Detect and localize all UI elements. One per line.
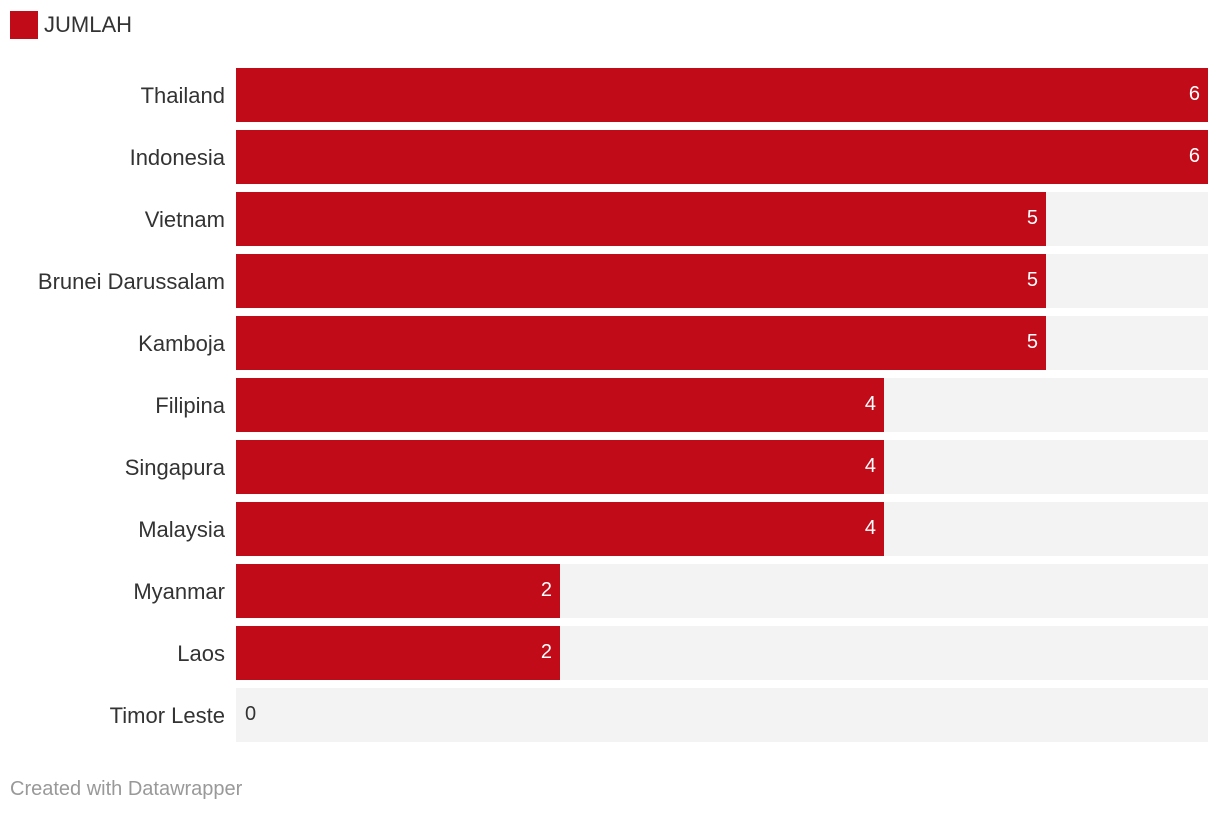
- category-label: Myanmar: [133, 579, 225, 604]
- bar: [236, 626, 560, 680]
- category-label: Thailand: [141, 83, 225, 108]
- value-label: 5: [1027, 331, 1038, 353]
- value-label: 4: [865, 455, 876, 477]
- value-label: 4: [865, 393, 876, 415]
- legend-swatch: [10, 11, 38, 39]
- value-label: 0: [245, 703, 256, 725]
- bar: [236, 564, 560, 618]
- value-label: 5: [1027, 207, 1038, 229]
- category-label: Brunei Darussalam: [38, 269, 225, 294]
- category-label: Indonesia: [130, 145, 226, 170]
- category-label: Timor Leste: [110, 703, 225, 728]
- category-label: Kamboja: [138, 331, 226, 356]
- bar: [236, 68, 1208, 122]
- value-label: 2: [541, 641, 552, 663]
- value-label: 5: [1027, 269, 1038, 291]
- bar: [236, 130, 1208, 184]
- category-label: Laos: [177, 641, 225, 666]
- value-label: 6: [1189, 145, 1200, 167]
- bar: [236, 192, 1046, 246]
- bar: [236, 440, 884, 494]
- category-label: Filipina: [155, 393, 225, 418]
- value-label: 4: [865, 517, 876, 539]
- bar-chart: Thailand 6 Indonesia 6 Vietnam 5 Brunei Daruss…: [38, 68, 1208, 742]
- category-label: Vietnam: [145, 207, 225, 232]
- bar-track: [236, 688, 1208, 742]
- legend-label: JUMLAH: [44, 12, 133, 37]
- legend: JUMLAH: [10, 10, 132, 40]
- footer-credit: Created with Datawrapper: [10, 778, 243, 800]
- value-label: 6: [1189, 83, 1200, 105]
- bar: [236, 378, 884, 432]
- category-label: Malaysia: [138, 517, 226, 542]
- bar: [236, 502, 884, 556]
- category-label: Singapura: [125, 455, 226, 480]
- bar: [236, 316, 1046, 370]
- value-label: 2: [541, 579, 552, 601]
- bar: [236, 254, 1046, 308]
